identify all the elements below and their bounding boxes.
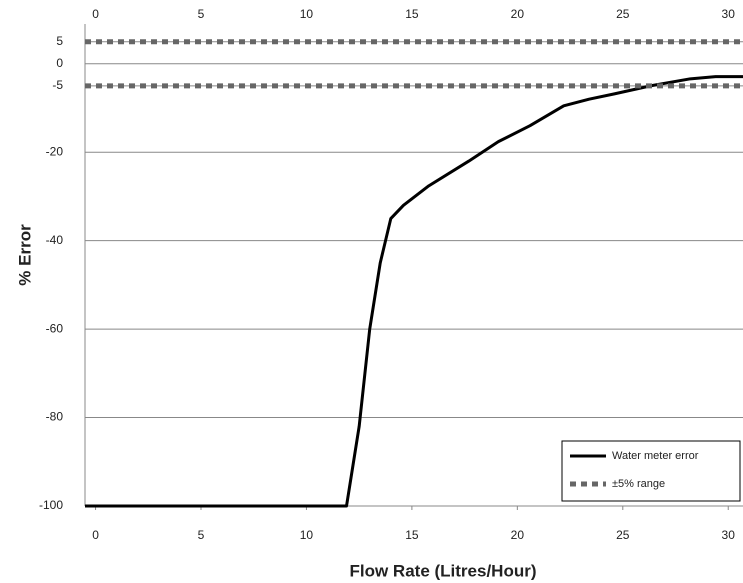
legend-label: Water meter error xyxy=(612,450,699,462)
x-top-tick-label: 15 xyxy=(405,7,419,21)
legend-box xyxy=(561,440,741,502)
x-top-tick-label: 30 xyxy=(722,7,736,21)
x-top-tick-label: 20 xyxy=(511,7,525,21)
y-tick-label: -100 xyxy=(39,498,63,512)
x-top-tick-label: 0 xyxy=(92,7,99,21)
x-top-tick-label: 25 xyxy=(616,7,630,21)
y-tick-label: -20 xyxy=(46,144,64,158)
y-tick-label: -40 xyxy=(46,233,64,247)
x-tick-label: 30 xyxy=(722,528,736,542)
x-top-tick-label: 5 xyxy=(198,7,205,21)
y-tick-label: -5 xyxy=(52,78,63,92)
series-line xyxy=(85,75,743,508)
y-tick-label: -60 xyxy=(46,321,64,335)
x-tick-label: 0 xyxy=(92,528,99,542)
y-tick-label: 0 xyxy=(56,56,63,70)
y-tick-label: -80 xyxy=(46,410,64,424)
x-axis-title: Flow Rate (Litres/Hour) xyxy=(349,561,536,580)
y-axis-title: % Error xyxy=(15,224,34,286)
y-tick-label: 5 xyxy=(56,34,63,48)
x-tick-label: 20 xyxy=(511,528,525,542)
x-tick-label: 15 xyxy=(405,528,419,542)
x-tick-label: 25 xyxy=(616,528,630,542)
x-tick-label: 5 xyxy=(198,528,205,542)
legend-label: ±5% range xyxy=(612,478,665,490)
x-top-tick-label: 10 xyxy=(300,7,314,21)
x-tick-label: 10 xyxy=(300,528,314,542)
